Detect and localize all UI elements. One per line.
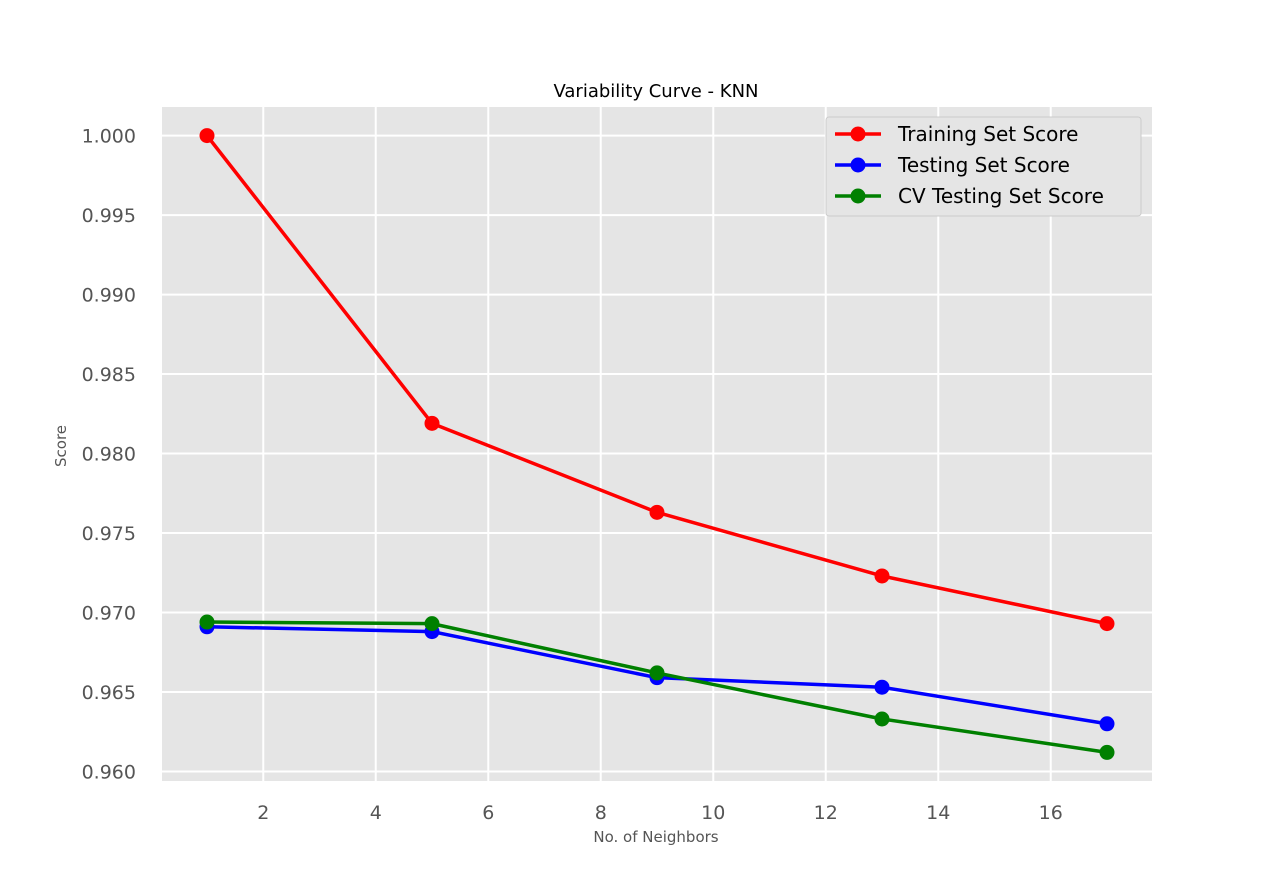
legend-marker	[850, 126, 866, 142]
data-point	[424, 616, 440, 632]
x-tick-labels: 2 4 6 8 10 12 14 16	[257, 802, 1063, 824]
data-point	[649, 504, 665, 520]
data-point	[874, 711, 890, 727]
chart-title: Variability Curve - KNN	[553, 81, 758, 102]
y-tick-label: 0.960	[82, 761, 136, 783]
legend: Training Set Score Testing Set Score CV Te…	[825, 116, 1142, 217]
x-tick-label: 8	[595, 802, 607, 824]
grid-lines	[162, 107, 1152, 781]
data-point	[874, 568, 890, 584]
legend-item: CV Testing Set Score	[835, 184, 1104, 208]
y-tick-label: 0.975	[82, 523, 136, 545]
y-tick-label: 1.000	[82, 126, 136, 148]
series-3	[199, 614, 1115, 760]
data-point	[199, 614, 215, 630]
y-tick-label: 0.990	[82, 285, 136, 307]
y-tick-labels: 0.960 0.965 0.970 0.975 0.980 0.985 0.990 0.995…	[82, 126, 136, 784]
legend-item: Training Set Score	[835, 122, 1079, 146]
data-point	[424, 415, 440, 431]
series-group	[199, 128, 1115, 760]
legend-box	[825, 116, 1142, 217]
legend-item: Testing Set Score	[835, 153, 1070, 177]
data-point	[199, 128, 215, 144]
legend-label: CV Testing Set Score	[898, 184, 1104, 208]
x-tick-label: 4	[370, 802, 382, 824]
x-tick-label: 2	[257, 802, 269, 824]
y-tick-label: 0.995	[82, 205, 136, 227]
legend-marker	[850, 188, 866, 204]
data-point	[1099, 716, 1115, 732]
legend-label: Testing Set Score	[897, 153, 1070, 177]
x-tick-label: 16	[1039, 802, 1063, 824]
data-point	[1099, 616, 1115, 632]
legend-marker	[850, 157, 866, 173]
data-point	[649, 665, 665, 681]
x-axis-label: No. of Neighbors	[593, 828, 718, 846]
x-tick-label: 6	[482, 802, 494, 824]
x-tick-label: 12	[814, 802, 838, 824]
y-tick-label: 0.970	[82, 603, 136, 625]
legend-label: Training Set Score	[897, 122, 1079, 146]
data-point	[1099, 744, 1115, 760]
y-tick-label: 0.985	[82, 364, 136, 386]
x-tick-label: 14	[926, 802, 950, 824]
x-tick-label: 10	[701, 802, 725, 824]
y-tick-label: 0.980	[82, 444, 136, 466]
series-1	[199, 128, 1115, 632]
data-point	[874, 679, 890, 695]
y-axis-label: Score	[52, 425, 70, 467]
y-tick-label: 0.965	[82, 682, 136, 704]
